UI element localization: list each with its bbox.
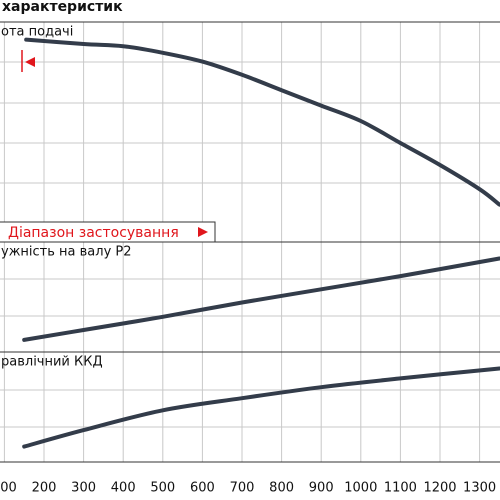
range-arrow (198, 227, 208, 237)
curve (22, 256, 500, 342)
x-tick-label: 1000 (344, 481, 377, 496)
x-tick-label: 700 (230, 481, 255, 496)
curve (24, 37, 500, 207)
x-tick-label: 1100 (384, 481, 417, 496)
x-tick-label: 200 (32, 481, 57, 496)
range-start-arrow (25, 57, 35, 67)
x-tick-label: 400 (111, 481, 136, 496)
range-box (0, 221, 216, 243)
range-label: Діапазон застосування (8, 225, 179, 241)
x-tick-label: 1300 (463, 481, 496, 496)
panel-title: ужність на валу P2 (1, 245, 132, 260)
x-tick-label: 1200 (423, 481, 456, 496)
chart-title: характеристик (2, 0, 123, 15)
x-tick-label: 300 (71, 481, 96, 496)
x-tick-label: 600 (190, 481, 215, 496)
curve (22, 366, 500, 449)
panel-title: равлічний ККД (1, 355, 103, 370)
panel-title: ота подачі (1, 25, 73, 40)
x-tick-label: 900 (309, 481, 334, 496)
x-tick-label: 500 (150, 481, 175, 496)
x-tick-label: 800 (269, 481, 294, 496)
x-tick-label: 100 (0, 481, 17, 496)
